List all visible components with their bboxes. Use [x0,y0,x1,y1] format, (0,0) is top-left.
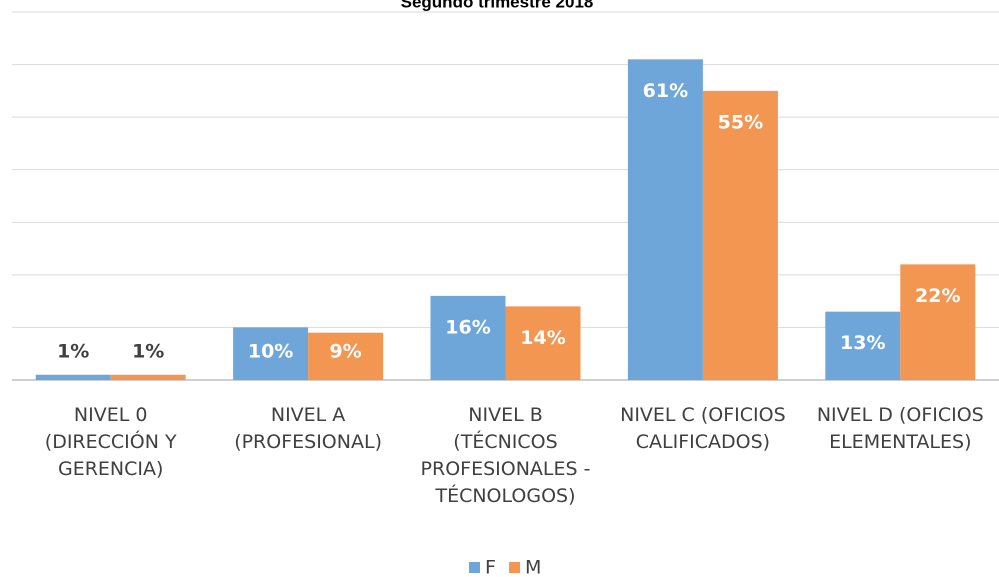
data-label: 1% [57,341,89,363]
x-tick-label: NIVEL C (OFICIOS CALIFICADOS) [620,404,786,453]
bar [35,374,111,380]
legend-label: F [485,557,496,577]
data-label: 22% [915,285,960,307]
bar [900,264,976,380]
x-tick-label: NIVEL A (PROFESIONAL) [234,404,382,453]
chart-title: Segundo trimestre 2018 [401,0,594,11]
x-tick-label: NIVEL B (TÉCNICOS PROFESIONALES - TÉCNOL… [420,404,591,507]
data-label: 55% [718,111,763,133]
legend-label: M [525,557,541,577]
bar [702,90,778,380]
bar [825,311,901,380]
x-tick-label: NIVEL 0 (DIRECCIÓN Y GERENCIA) [44,404,177,480]
data-label: 9% [329,341,361,363]
bar [430,295,506,380]
data-label: 13% [840,332,885,354]
bar [233,327,309,380]
legend-swatch [469,562,480,573]
data-label: 10% [248,341,293,363]
bar [308,332,384,380]
data-label: 16% [445,316,490,338]
bar [505,306,581,380]
x-tick-label: NIVEL D (OFICIOS ELEMENTALES) [816,404,984,453]
bar [110,374,186,380]
legend-swatch [509,562,520,573]
data-label: 14% [520,327,565,349]
bar [627,59,703,381]
data-label: 61% [643,80,688,102]
data-label: 1% [132,341,164,363]
